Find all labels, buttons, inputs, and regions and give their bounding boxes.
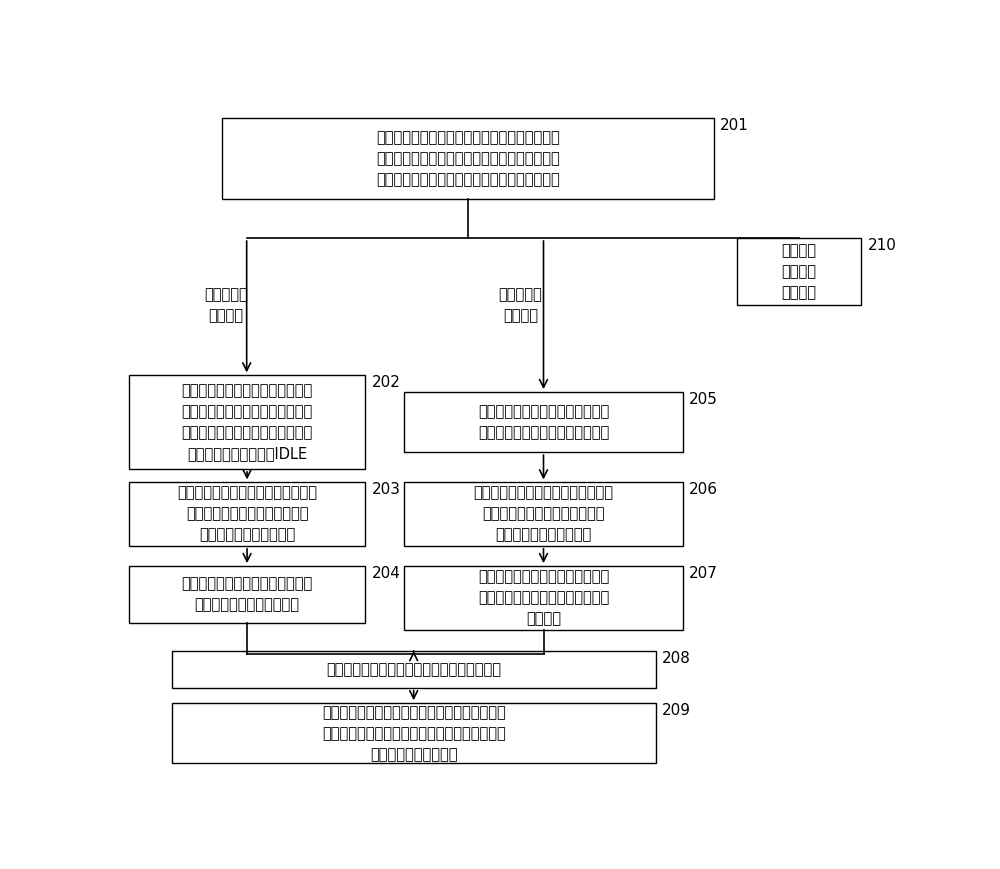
Bar [404, 482, 683, 546]
Text: 204: 204 [371, 566, 400, 581]
Text: 208: 208 [662, 651, 691, 666]
Bar [404, 392, 683, 452]
Bar [737, 238, 861, 305]
Bar [404, 566, 683, 629]
Bar [172, 703, 656, 763]
Bar [172, 651, 656, 687]
Text: 209: 209 [662, 703, 691, 718]
Text: 不进行带
宽调整的
相关操作: 不进行带 宽调整的 相关操作 [782, 243, 817, 300]
Text: 206: 206 [689, 482, 718, 497]
Text: 根据预设的链路减少规则确定应关
闭的链路，并停止向所述应关闭的
链路发送数据，或向所述应关闭的
链路发送无效数据报文IDLE: 根据预设的链路减少规则确定应关 闭的链路，并停止向所述应关闭的 链路发送数据，或… [181, 383, 313, 461]
Text: 接收所述接收芯片发送的已同步信
息，并使用当前已开启的链路进行
数据传输: 接收所述接收芯片发送的已同步信 息，并使用当前已开启的链路进行 数据传输 [478, 569, 609, 627]
Bar [129, 375, 365, 469]
Text: 202: 202 [371, 375, 400, 390]
Text: 将同步信息发送给对应的接收芯片，
使得所述接收芯片根据所述同步
信息关闭对应的接收链路: 将同步信息发送给对应的接收芯片， 使得所述接收芯片根据所述同步 信息关闭对应的接… [177, 486, 317, 542]
Text: 207: 207 [689, 566, 718, 581]
Bar [222, 117, 714, 199]
Text: 210: 210 [867, 238, 896, 253]
Bar [129, 566, 365, 623]
Text: 将待发送的数据分配给当前已开启的发送链路: 将待发送的数据分配给当前已开启的发送链路 [326, 662, 501, 677]
Text: 201: 201 [720, 117, 749, 133]
Text: 根据预设的链路增加规则确定应开
启的链路，并开启对应的发送链路: 根据预设的链路增加规则确定应开 启的链路，并开启对应的发送链路 [478, 404, 609, 440]
Text: 203: 203 [371, 482, 400, 497]
Bar [129, 482, 365, 546]
Text: 水线值高于
最高阈值: 水线值高于 最高阈值 [498, 287, 542, 323]
Text: 接收所述接收芯片发送的已同步信
息，并关闭对应的发送链路: 接收所述接收芯片发送的已同步信 息，并关闭对应的发送链路 [181, 576, 313, 613]
Text: 205: 205 [689, 392, 718, 407]
Text: 水线值低于
最低阈值: 水线值低于 最低阈值 [204, 287, 248, 323]
Text: 通过当前已开启的发送链路将数据发送给接收芯
片，以便所述接收芯片通过当前已开启的接收链
路接收数据并重新组合: 通过当前已开启的发送链路将数据发送给接收芯 片，以便所述接收芯片通过当前已开启的… [322, 705, 506, 762]
Text: 监测发送芯片中缓存的水线值是否在最高阈值与
最低阈值之间，其中所述缓存的水线值为所述缓
存中存储的数据量与所述缓存的容量大小的比值: 监测发送芯片中缓存的水线值是否在最高阈值与 最低阈值之间，其中所述缓存的水线值为… [376, 130, 560, 187]
Text: 将同步信息发送给对应的接收芯片，
使得所述接收芯片根据所述同步
信息开启对应的接收链路: 将同步信息发送给对应的接收芯片， 使得所述接收芯片根据所述同步 信息开启对应的接… [474, 486, 614, 542]
